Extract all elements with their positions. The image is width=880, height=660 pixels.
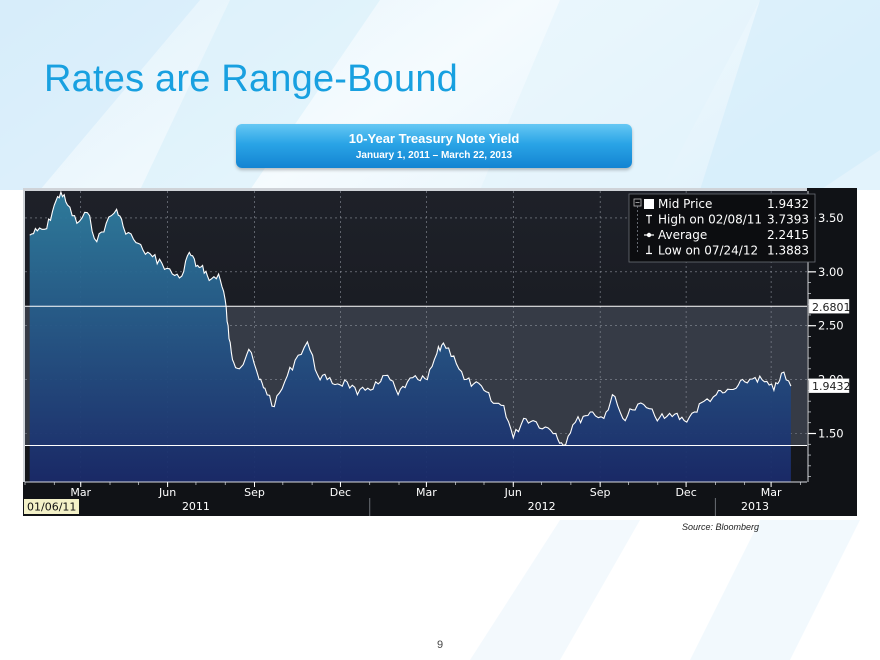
value-tag-box bbox=[808, 299, 850, 314]
x-year-label: 2013 bbox=[741, 500, 769, 513]
start-date-badge bbox=[24, 499, 79, 514]
source-note: Source: Bloomberg bbox=[682, 522, 760, 532]
legend-item-value: 3.7393 bbox=[767, 213, 809, 227]
x-tick-label: Dec bbox=[675, 486, 696, 499]
series-line-mid-price bbox=[29, 190, 792, 447]
page-number: 9 bbox=[436, 639, 444, 651]
y-tick-label: 2.50 bbox=[818, 319, 844, 333]
x-tick-label: Mar bbox=[761, 486, 782, 499]
x-year-label: 2011 bbox=[182, 500, 210, 513]
y-tick-label: 3.50 bbox=[818, 211, 844, 225]
x-tick-label: Sep bbox=[244, 486, 265, 499]
yield-area bbox=[29, 192, 791, 482]
legend-marker-high-icon bbox=[646, 214, 652, 224]
legend-item-label: Mid Price bbox=[658, 197, 712, 211]
chart-panel: 1.502.002.503.003.502.68011.9432MarJunSe… bbox=[23, 188, 857, 516]
legend-item-label: Average bbox=[658, 228, 707, 242]
legend-marker-average-dot bbox=[646, 232, 652, 238]
legend-item-label: Low on 07/24/12 bbox=[658, 244, 758, 258]
x-tick-label: Sep bbox=[590, 486, 611, 499]
x-tick-label: Mar bbox=[416, 486, 437, 499]
legend-item-label: High on 02/08/11 bbox=[658, 213, 762, 227]
value-tag-label: 1.9432 bbox=[812, 380, 851, 393]
legend-item-value: 2.2415 bbox=[767, 228, 809, 242]
x-tick-label: Jun bbox=[158, 486, 176, 499]
legend-marker-low-icon bbox=[646, 245, 652, 255]
slide-title: Rates are Range-Bound bbox=[44, 58, 459, 100]
start-date-label: 01/06/11 bbox=[27, 501, 76, 514]
y-tick-label: 3.00 bbox=[818, 265, 844, 279]
legend-item-value: 1.3883 bbox=[767, 244, 809, 258]
value-tag-box bbox=[808, 378, 850, 393]
legend-item-value: 1.9432 bbox=[767, 197, 809, 211]
x-tick-label: Dec bbox=[330, 486, 351, 499]
bottom-axis-background bbox=[23, 482, 857, 516]
legend-box bbox=[628, 193, 816, 263]
y-tick-label: 1.50 bbox=[818, 427, 844, 441]
chart-subtitle: January 1, 2011 – March 22, 2013 bbox=[355, 150, 513, 161]
chart-title: 10-Year Treasury Note Yield bbox=[348, 131, 520, 146]
value-tag-label: 2.6801 bbox=[812, 301, 851, 314]
yield-chart: 1.502.002.503.003.502.68011.9432MarJunSe… bbox=[23, 188, 857, 516]
chart-title-banner: 10-Year Treasury Note Yield January 1, 2… bbox=[236, 124, 632, 168]
x-tick-label: Mar bbox=[70, 486, 91, 499]
legend-marker-square bbox=[644, 199, 654, 209]
x-tick-label: Jun bbox=[504, 486, 522, 499]
x-year-label: 2012 bbox=[528, 500, 556, 513]
